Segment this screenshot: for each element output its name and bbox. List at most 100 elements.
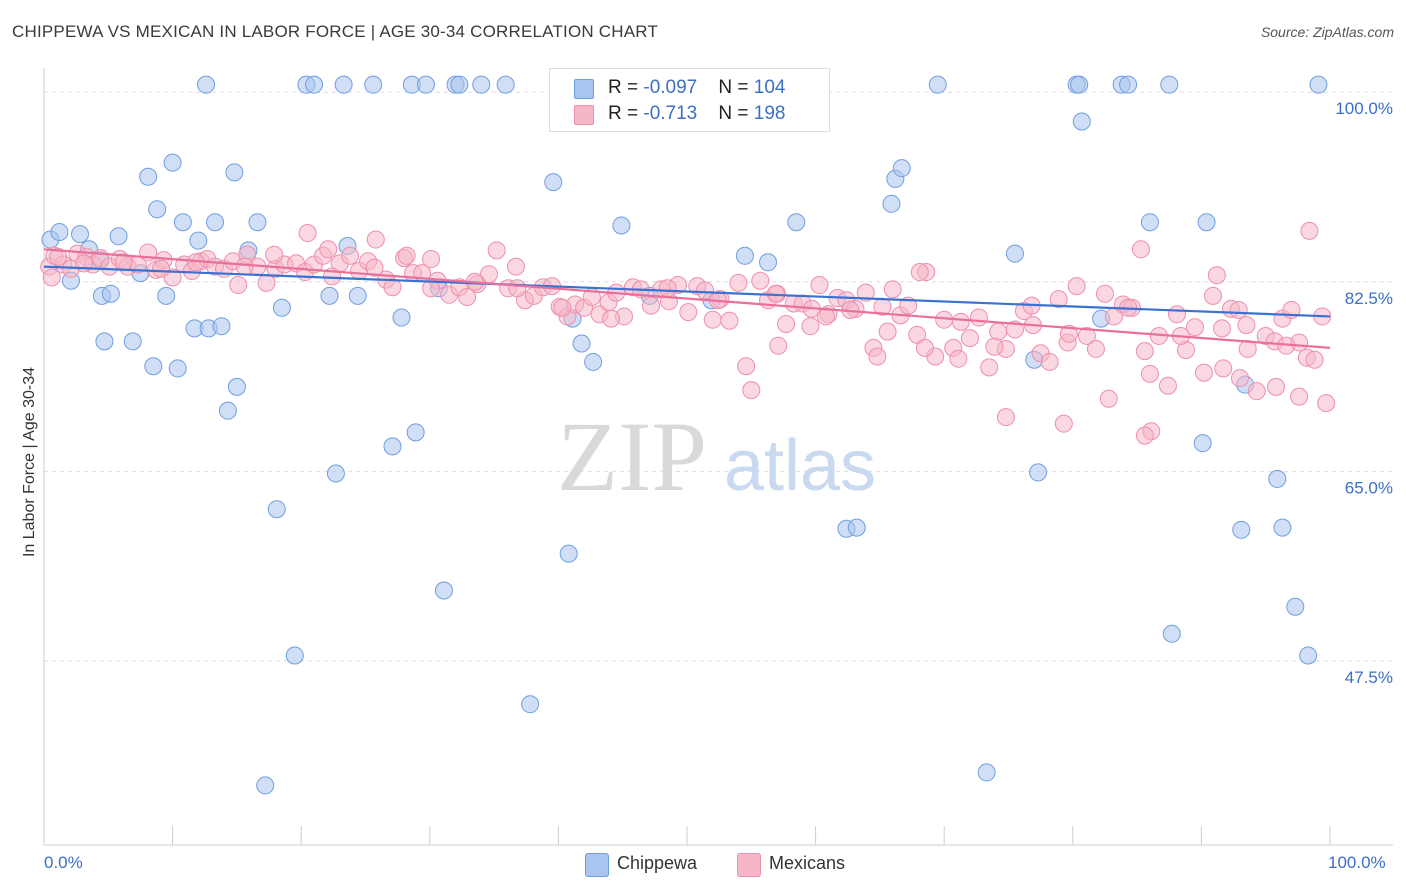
watermark: ZIP atlas (557, 401, 876, 512)
chippewa-point (139, 167, 158, 186)
mexicans-point (915, 338, 934, 357)
chippewa-point (759, 253, 778, 272)
mexicans-point (679, 303, 698, 322)
legend-swatch-chippewa (574, 79, 594, 99)
chippewa-point (1029, 463, 1048, 482)
mexicans-point (152, 259, 171, 278)
y-tick-label: 65.0% (1345, 478, 1393, 497)
mexicans-point (1049, 290, 1068, 309)
mexicans-point (1135, 342, 1154, 361)
mexicans-point (49, 247, 68, 266)
mexicans-point (506, 257, 525, 276)
mexicans-point (980, 358, 999, 377)
mexicans-point (383, 278, 402, 297)
mexicans-point (1005, 320, 1024, 339)
mexicans-point (777, 315, 796, 334)
chippewa-point (1299, 646, 1318, 665)
y-tick-label: 82.5% (1345, 289, 1393, 308)
chippewa-point (272, 298, 291, 317)
mexicans-point (1247, 382, 1266, 401)
chippewa-point (364, 75, 383, 94)
r-label: R = (608, 77, 644, 98)
chippewa-point (521, 695, 540, 714)
mexicans-point (553, 298, 572, 317)
mexicans-point (729, 273, 748, 292)
mexicans-point (878, 322, 897, 341)
mexicans-point (969, 308, 988, 327)
chippewa-point (197, 75, 216, 94)
chippewa-point (544, 173, 563, 192)
chippewa-point (1005, 244, 1024, 263)
series-mexicans (40, 221, 1336, 445)
axes (43, 68, 1393, 846)
mexicans-point (1317, 394, 1336, 413)
mexicans-point (742, 381, 761, 400)
mexicans-point (1167, 305, 1186, 324)
mexicans-point (1086, 339, 1105, 358)
chippewa-point (71, 225, 90, 244)
mexicans-point (1300, 221, 1319, 240)
chippewa-point (1232, 520, 1251, 539)
mexicans-point (737, 357, 756, 376)
chippewa-point (163, 153, 182, 172)
chippewa-point (612, 216, 631, 235)
chippewa-point (892, 159, 911, 178)
chippewa-point (256, 776, 275, 795)
watermark-atlas: atlas (724, 426, 876, 506)
chippewa-point (1070, 75, 1089, 94)
mexicans-point (910, 263, 929, 282)
mexicans-point (508, 279, 527, 298)
chippewa-point (334, 75, 353, 94)
chippewa-point (735, 246, 754, 265)
chippewa-point (434, 581, 453, 600)
legend-label-chippewa: Chippewa (617, 853, 698, 873)
mexicans-point (641, 296, 660, 315)
r-value-chippewa: -0.097 (643, 77, 698, 98)
mexicans-point (1059, 324, 1078, 343)
mexicans-point (816, 307, 835, 326)
chippewa-point (1160, 75, 1179, 94)
chippewa-point (1309, 75, 1328, 94)
source-label: Source: ZipAtlas.com (1260, 24, 1394, 40)
mexicans-point (703, 310, 722, 329)
mexicans-point (1099, 389, 1118, 408)
chippewa-point (928, 75, 947, 94)
chippewa-point (101, 284, 120, 303)
chippewa-point (50, 222, 69, 241)
y-tick-label: 47.5% (1345, 668, 1393, 687)
y-tick-labels: 100.0% 82.5% 65.0% 47.5% (1335, 99, 1393, 687)
chippewa-point (123, 332, 142, 351)
mexicans-point (1054, 414, 1073, 433)
mexicans-point (883, 280, 902, 299)
mexicans-point (856, 283, 875, 302)
chippewa-point (787, 213, 806, 232)
chippewa-point (572, 334, 591, 353)
chippewa-point (1140, 213, 1159, 232)
grid-lines (44, 91, 1393, 662)
chippewa-point (148, 200, 167, 219)
chippewa-point (406, 423, 425, 442)
chippewa-point (348, 286, 367, 305)
chippewa-point (212, 317, 231, 336)
chippewa-point (450, 75, 469, 94)
chippewa-point (218, 401, 237, 420)
n-value-chippewa: 104 (753, 77, 786, 98)
mexicans-point (1214, 359, 1233, 378)
mexicans-point (989, 322, 1008, 341)
chippewa-point (1162, 624, 1181, 643)
chippewa-point (189, 231, 208, 250)
chippewa-point (157, 286, 176, 305)
mexicans-point (1305, 350, 1324, 369)
legend-swatch-mexicans (574, 105, 594, 125)
mexicans-point (602, 309, 621, 328)
mexicans-point (658, 279, 677, 298)
chippewa-point (285, 646, 304, 665)
mexicans-point (397, 246, 416, 265)
mexicans-point (42, 268, 61, 287)
chippewa-point (1072, 112, 1091, 131)
mexicans-point (366, 230, 385, 249)
x-tick-label-right: 100.0% (1328, 853, 1386, 872)
mexicans-point (298, 224, 317, 243)
mexicans-point (1067, 277, 1086, 296)
chippewa-point (326, 464, 345, 483)
